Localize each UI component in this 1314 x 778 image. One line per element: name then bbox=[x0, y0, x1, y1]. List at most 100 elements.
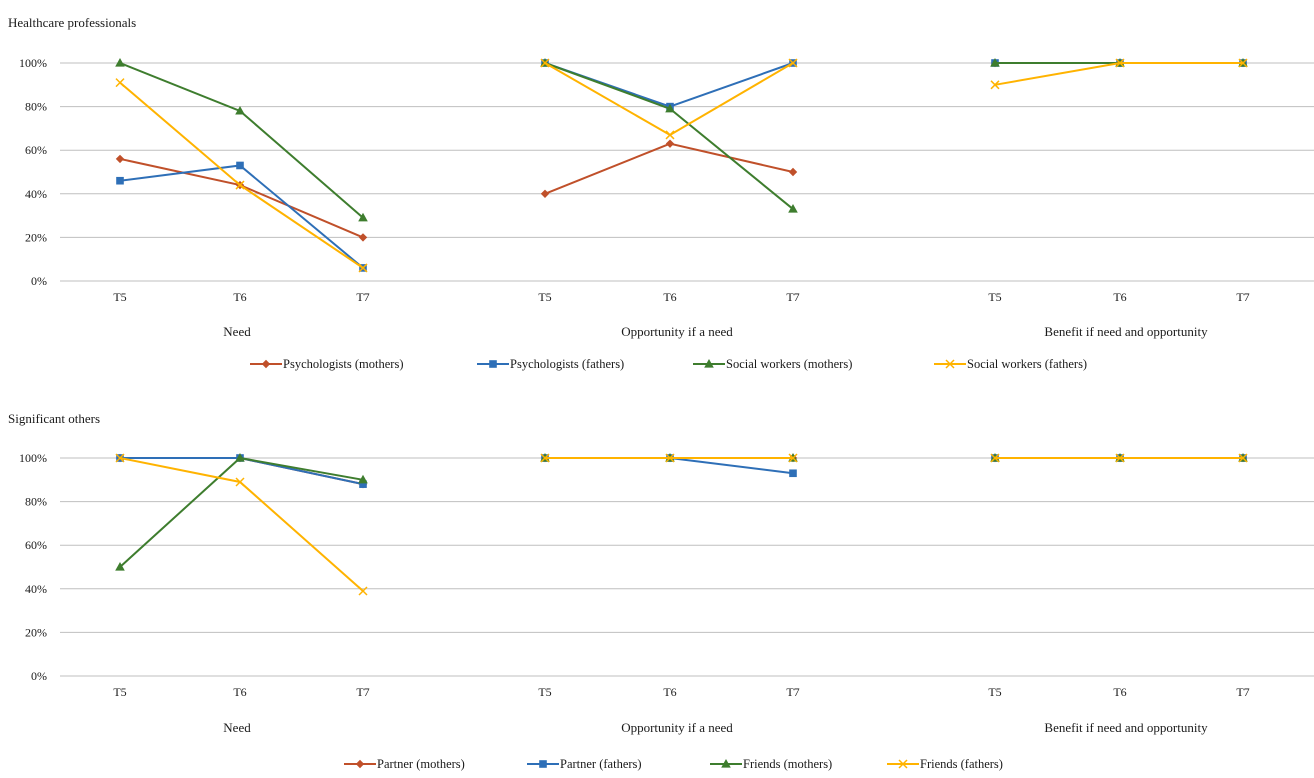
chart-0-series-0-group-1-point-0 bbox=[540, 189, 550, 198]
chart-1-group-1-tick-2: T7 bbox=[786, 685, 799, 699]
chart-0-legend-0-marker bbox=[261, 359, 271, 369]
chart-1-series-3-group-1-point-0 bbox=[540, 453, 550, 463]
chart-0-series-3-group-0-point-0 bbox=[115, 78, 125, 88]
chart-1-series-2-group-0-point-1 bbox=[235, 453, 245, 462]
chart-1-group-0-label: Need bbox=[223, 720, 251, 735]
chart-1-legend-3-marker bbox=[898, 759, 908, 769]
chart-1-group-2-tick-0: T5 bbox=[988, 685, 1001, 699]
chart-1-series-3-group-2-point-1-stroke-b bbox=[1115, 453, 1125, 463]
chart-1-series-3-group-0-point-2 bbox=[358, 586, 368, 596]
chart-1-y-tick-4: 80% bbox=[25, 495, 47, 509]
chart-0-y-tick-0: 0% bbox=[31, 274, 47, 288]
chart-0-series-1-group-0-point-0 bbox=[116, 176, 124, 185]
chart-0-group-2-tick-1: T6 bbox=[1113, 290, 1126, 304]
chart-0-legend-1-marker bbox=[489, 360, 497, 368]
chart-0-series-0-group-0-point-2 bbox=[358, 233, 368, 242]
chart-1-y-tick-2: 40% bbox=[25, 582, 47, 596]
chart-1-group-0-tick-1: T6 bbox=[233, 685, 246, 699]
chart-1-series-3-group-0-point-2-stroke-b bbox=[358, 586, 368, 596]
chart-1-legend-0-label: Partner (mothers) bbox=[377, 757, 465, 771]
chart-0-series-3-group-1-point-1-stroke-b bbox=[665, 130, 675, 140]
chart-1-series-3-group-0-line bbox=[119, 457, 364, 592]
chart-0-legend-0-label: Psychologists (mothers) bbox=[283, 357, 403, 371]
chart-0-y-tick-5: 100% bbox=[19, 56, 47, 70]
chart-0-series-3-group-1-point-2-stroke-b bbox=[788, 58, 798, 68]
chart-1-group-0-tick-2: T7 bbox=[356, 685, 369, 699]
chart-1-legend-3-marker-stroke-b bbox=[898, 759, 908, 769]
chart-1-group-0-tick-0: T5 bbox=[113, 685, 126, 699]
chart-1-series-1-group-0-point-2 bbox=[359, 480, 367, 488]
chart-0-series-3-group-0-point-1-stroke-b bbox=[235, 180, 245, 190]
chart-0-series-3-group-1-point-1 bbox=[665, 130, 675, 140]
chart-0-y-tick-4: 80% bbox=[25, 100, 47, 114]
chart-0-series-3-group-0-point-2 bbox=[358, 263, 368, 273]
chart-1-legend-1-label: Partner (fathers) bbox=[560, 757, 642, 771]
chart-0-group-1-tick-0: T5 bbox=[538, 290, 551, 304]
chart-0-series-0-group-1-line bbox=[544, 142, 794, 195]
chart-0-group-0-tick-0: T5 bbox=[113, 290, 126, 304]
chart-1-group-2-label: Benefit if need and opportunity bbox=[1044, 720, 1208, 735]
chart-0-series-3-group-2-point-1-stroke-b bbox=[1115, 58, 1125, 68]
chart-0-series-3-group-2-point-2 bbox=[1238, 58, 1248, 68]
chart-0-group-0-label: Need bbox=[223, 324, 251, 339]
chart-0-group-1-tick-1: T6 bbox=[663, 290, 676, 304]
chart-1-series-3-group-0-point-1-stroke-b bbox=[235, 477, 245, 487]
chart-0-group-2-tick-0: T5 bbox=[988, 290, 1001, 304]
chart-0-series-3-group-2-point-0 bbox=[990, 80, 1000, 90]
chart-0-series-2-group-2-point-0 bbox=[990, 58, 1000, 67]
chart-1-series-3-group-2-point-2-stroke-b bbox=[1238, 453, 1248, 463]
chart-1-legend-2-label: Friends (mothers) bbox=[743, 757, 832, 771]
chart-0-group-0-tick-2: T7 bbox=[356, 290, 369, 304]
chart-1-series-1-group-1-point-2 bbox=[789, 469, 797, 478]
chart-1-title: Significant others bbox=[8, 411, 100, 426]
chart-0-series-1-group-0-point-1 bbox=[236, 161, 244, 170]
chart-0-series-3-group-1-point-2 bbox=[788, 58, 798, 68]
chart-0-legend-2-marker bbox=[704, 359, 714, 368]
chart-0-legend-3-label: Social workers (fathers) bbox=[967, 357, 1087, 371]
chart-0-group-0-tick-1: T6 bbox=[233, 290, 246, 304]
chart-0-series-3-group-2-point-1 bbox=[1115, 58, 1125, 68]
chart-0-series-3-group-1-point-0-stroke-b bbox=[540, 58, 550, 68]
chart-0-y-tick-3: 60% bbox=[25, 143, 47, 157]
chart-1-series-3-group-0-point-0 bbox=[115, 453, 125, 463]
chart-0-group-1-label: Opportunity if a need bbox=[621, 324, 733, 339]
chart-0-series-0-group-0-line bbox=[119, 157, 364, 239]
chart-1-legend-2-marker bbox=[721, 759, 731, 768]
chart-1-series-3-group-2-point-0 bbox=[990, 453, 1000, 463]
chart-1-group-1-tick-0: T5 bbox=[538, 685, 551, 699]
chart-0-series-2-group-0-point-0 bbox=[115, 58, 125, 67]
chart-1-legend-3-label: Friends (fathers) bbox=[920, 757, 1003, 771]
chart-1-series-3-group-0-point-1 bbox=[235, 477, 245, 487]
chart-1-series-3-group-1-point-1 bbox=[665, 453, 675, 463]
chart-0-series-2-group-1-point-2 bbox=[788, 204, 798, 213]
chart-1-y-tick-3: 60% bbox=[25, 538, 47, 552]
chart-1-legend-1-marker bbox=[539, 760, 547, 768]
chart-1-group-1-label: Opportunity if a need bbox=[621, 720, 733, 735]
chart-0-series-3-group-1-line bbox=[544, 62, 794, 137]
chart-0-y-tick-2: 40% bbox=[25, 187, 47, 201]
chart-0-group-1-tick-2: T7 bbox=[786, 290, 799, 304]
chart-1-series-3-group-1-point-2-stroke-b bbox=[788, 453, 798, 463]
chart-0-series-0-group-1-point-2 bbox=[788, 167, 798, 177]
chart-0-series-3-group-0-point-2-stroke-b bbox=[358, 263, 368, 273]
chart-0-series-3-group-2-point-0-stroke-b bbox=[990, 80, 1000, 90]
chart-1-series-2-group-0-line bbox=[119, 456, 364, 568]
chart-1-series-3-group-0-point-0-stroke-b bbox=[115, 453, 125, 463]
chart-0-legend-3-marker-stroke-b bbox=[945, 359, 955, 369]
chart-0-series-3-group-1-point-0 bbox=[540, 58, 550, 68]
chart-0-series-0-group-0-point-0 bbox=[115, 154, 125, 164]
chart-1-series-3-group-2-point-1 bbox=[1115, 453, 1125, 463]
chart-1-y-tick-1: 20% bbox=[25, 625, 47, 639]
chart-1-legend-0-marker bbox=[355, 759, 365, 769]
chart-1-series-2-group-0-point-0 bbox=[115, 562, 125, 571]
chart-0-series-2-group-0-point-1 bbox=[235, 105, 245, 115]
chart-0-series-3-group-0-point-0-stroke-b bbox=[115, 78, 125, 88]
chart-0-series-2-group-0-line bbox=[119, 62, 364, 219]
chart-0-series-3-group-2-point-2-stroke-b bbox=[1238, 58, 1248, 68]
chart-0-series-2-group-0-point-2 bbox=[358, 212, 368, 222]
chart-0-legend-1-label: Psychologists (fathers) bbox=[510, 357, 624, 371]
chart-1-series-3-group-2-point-2 bbox=[1238, 453, 1248, 463]
chart-0-legend-2-label: Social workers (mothers) bbox=[726, 357, 852, 371]
chart-1-series-3-group-1-point-1-stroke-b bbox=[665, 453, 675, 463]
